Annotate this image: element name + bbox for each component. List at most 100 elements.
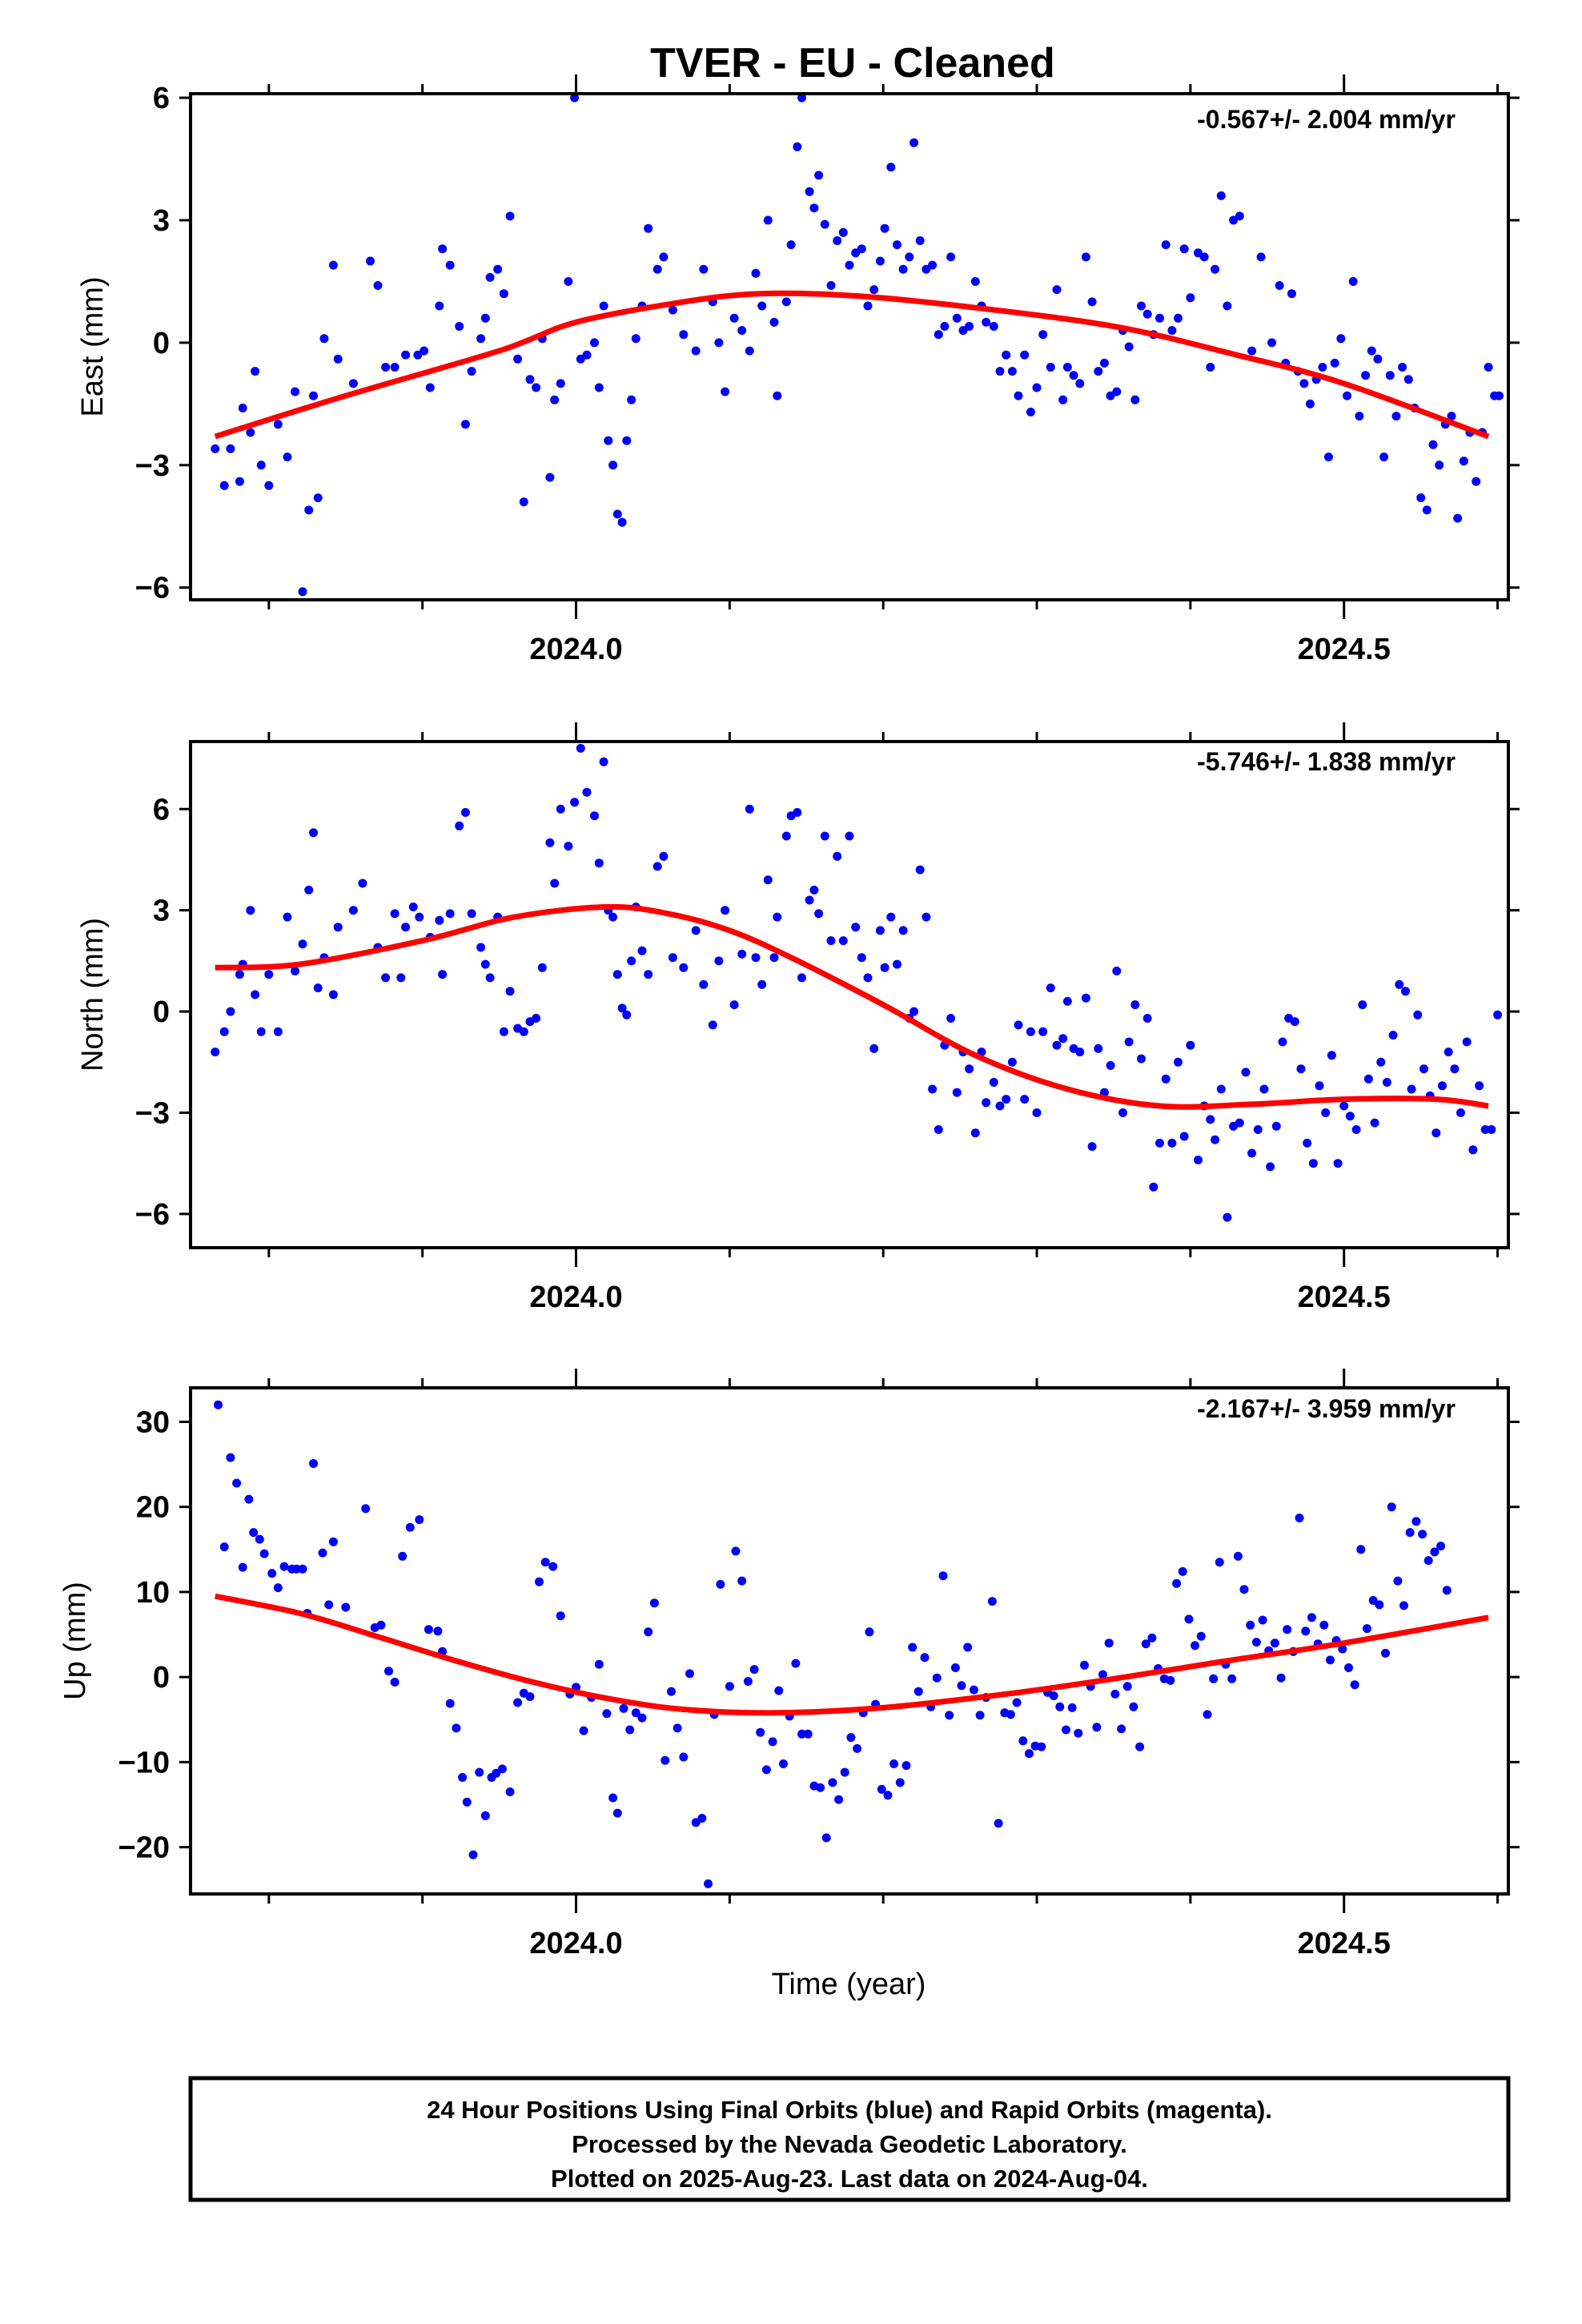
north-data-point <box>1351 1125 1361 1134</box>
east-data-point <box>1094 367 1103 376</box>
east-y-tick-label: 3 <box>153 204 170 238</box>
north-data-point <box>1124 1037 1134 1047</box>
north-data-point <box>1130 1000 1140 1010</box>
up-data-point <box>1074 1728 1083 1738</box>
north-data-point <box>637 946 647 955</box>
north-data-point <box>1419 1064 1428 1074</box>
east-data-point <box>525 375 535 384</box>
up-data-point <box>673 1723 682 1733</box>
north-data-point <box>863 973 873 983</box>
up-data-point <box>1442 1586 1452 1595</box>
east-data-point <box>608 460 618 470</box>
east-data-point <box>1447 412 1456 421</box>
east-data-point <box>328 260 338 270</box>
up-y-tick-label: −10 <box>118 1746 170 1779</box>
east-data-point <box>826 281 836 290</box>
east-data-point <box>1267 338 1277 348</box>
up-data-point <box>1375 1600 1384 1610</box>
up-data-point <box>821 1833 831 1843</box>
up-data-point <box>1344 1663 1353 1672</box>
east-data-point <box>1087 297 1097 307</box>
east-data-point <box>381 363 391 372</box>
north-data-point <box>1443 1047 1453 1057</box>
east-data-point <box>1020 350 1030 360</box>
east-data-point <box>291 387 299 396</box>
east-data-point <box>1385 371 1395 380</box>
up-data-point <box>475 1767 484 1777</box>
up-data-point <box>1258 1615 1267 1625</box>
north-data-point <box>1327 1051 1336 1060</box>
up-data-point <box>279 1562 289 1571</box>
up-data-point <box>255 1534 264 1544</box>
up-data-point <box>791 1659 801 1668</box>
east-data-point <box>781 297 791 307</box>
north-data-point <box>1388 1031 1398 1040</box>
north-data-point <box>594 858 604 868</box>
north-data-point <box>838 936 848 946</box>
up-data-point <box>749 1665 759 1675</box>
east-data-point <box>599 301 608 311</box>
north-data-point <box>1087 1142 1097 1152</box>
north-data-point <box>1308 1159 1318 1168</box>
up-y-ticks: −20 −10 0 10 20 30 <box>118 1405 1520 1865</box>
north-data-point <box>590 811 599 821</box>
up-data-point <box>1110 1689 1120 1699</box>
north-data-point <box>763 875 773 885</box>
east-trend-line <box>214 290 1490 440</box>
up-data-point <box>1184 1614 1194 1624</box>
up-data-point <box>685 1669 694 1679</box>
up-data-point <box>513 1698 523 1707</box>
up-data-point <box>737 1576 747 1586</box>
north-data-point <box>617 1003 627 1013</box>
up-y-tick-label: 0 <box>153 1661 170 1695</box>
east-data-point <box>893 240 901 250</box>
north-data-point <box>898 926 908 935</box>
north-data-point <box>809 885 819 895</box>
east-data-point <box>1100 358 1109 368</box>
up-data-point <box>716 1579 725 1589</box>
up-data-point <box>1326 1655 1335 1665</box>
north-data-point <box>1179 1132 1189 1141</box>
north-data-point <box>708 1020 717 1030</box>
east-data-point <box>857 244 866 254</box>
north-data-point <box>1026 1027 1035 1036</box>
up-data-point <box>1141 1639 1150 1649</box>
east-data-point <box>256 460 266 470</box>
north-data-point <box>757 979 767 989</box>
east-data-point <box>1007 367 1017 376</box>
north-data-point <box>1002 1095 1011 1104</box>
north-data-point <box>737 949 747 959</box>
up-data-point <box>608 1793 618 1803</box>
east-data-point <box>480 313 490 323</box>
east-data-point <box>1379 452 1389 462</box>
north-data-point <box>982 1098 991 1108</box>
north-data-point <box>246 906 255 915</box>
east-x-tick-label: 2024.0 <box>529 633 622 666</box>
east-data-point <box>1081 252 1090 262</box>
east-data-point <box>1318 363 1327 372</box>
north-data-point <box>1149 1182 1158 1192</box>
north-data-point <box>1020 1095 1030 1104</box>
east-data-point <box>1216 191 1226 200</box>
east-data-point <box>946 252 956 262</box>
north-data-point <box>797 973 806 983</box>
up-data-point <box>725 1682 734 1691</box>
up-data-point <box>259 1549 269 1558</box>
east-data-point <box>333 354 343 364</box>
east-data-point <box>519 497 528 507</box>
north-x-tick-label: 2024.5 <box>1298 1281 1391 1314</box>
up-data-point <box>324 1600 334 1610</box>
north-data-point <box>438 970 448 979</box>
north-data-point <box>1475 1081 1484 1091</box>
east-data-point <box>445 260 455 270</box>
up-data-point <box>433 1626 443 1636</box>
up-data-point <box>1239 1585 1249 1594</box>
east-data-point <box>550 395 560 404</box>
east-data-point <box>1014 391 1023 400</box>
east-data-point <box>769 317 779 327</box>
east-data-point <box>545 472 555 482</box>
east-data-point <box>401 350 411 360</box>
east-data-point <box>238 404 247 412</box>
north-data-point <box>576 743 585 753</box>
